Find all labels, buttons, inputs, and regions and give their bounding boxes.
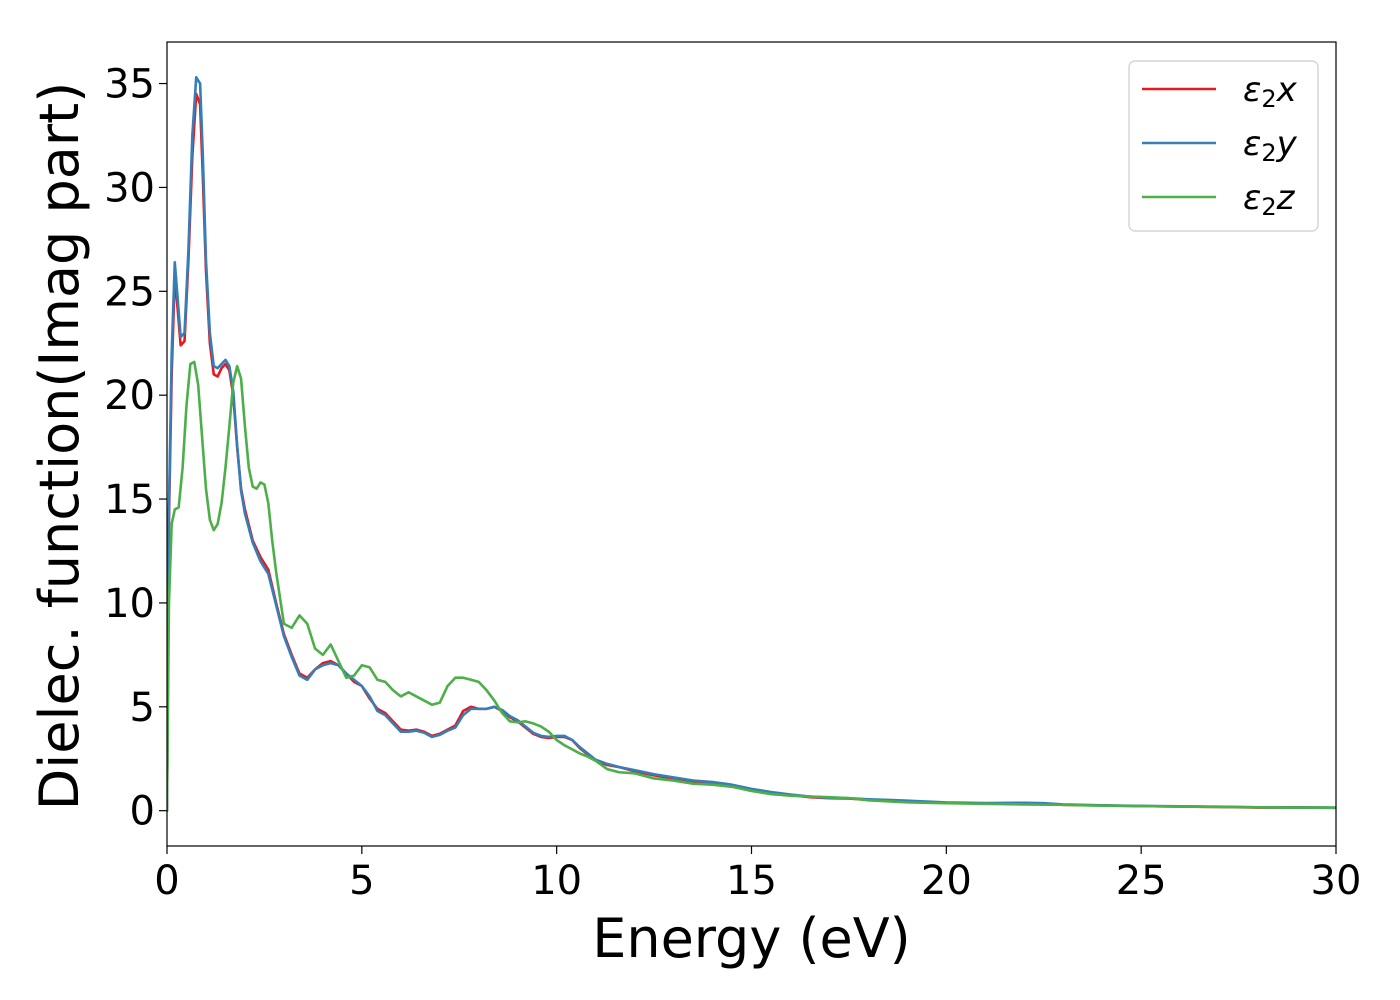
y-tick-label: 30 <box>104 165 155 211</box>
x-axis-ticks: 0 5 10 15 20 25 30 <box>154 846 1361 904</box>
x-tick-label: 15 <box>726 858 777 904</box>
legend-label-z: ε2z <box>1243 178 1296 221</box>
legend-label-y: ε2y <box>1243 124 1298 167</box>
series-layer <box>167 76 1336 812</box>
y-tick-label: 35 <box>104 62 155 108</box>
x-tick-label: 20 <box>921 858 972 904</box>
y-tick-label: 5 <box>130 685 155 731</box>
series-line-z <box>167 360 1336 812</box>
legend-box <box>1128 60 1319 232</box>
legend: ε2x ε2y ε2z <box>1128 60 1319 232</box>
y-axis-label: Dielec. function(Imag part) <box>28 82 91 811</box>
x-tick-label: 30 <box>1311 858 1362 904</box>
y-tick-label: 10 <box>104 581 155 627</box>
x-tick-label: 0 <box>154 858 179 904</box>
legend-label-x: ε2x <box>1243 70 1298 113</box>
x-tick-label: 5 <box>349 858 374 904</box>
x-tick-label: 25 <box>1116 858 1167 904</box>
y-tick-label: 20 <box>104 373 155 419</box>
y-tick-label: 25 <box>104 269 155 315</box>
x-tick-label: 10 <box>531 858 582 904</box>
y-tick-label: 15 <box>104 477 155 523</box>
y-tick-label: 0 <box>130 789 155 835</box>
y-axis-ticks: 0 5 10 15 20 25 30 35 <box>104 62 167 835</box>
x-axis-label: Energy (eV) <box>592 907 911 970</box>
